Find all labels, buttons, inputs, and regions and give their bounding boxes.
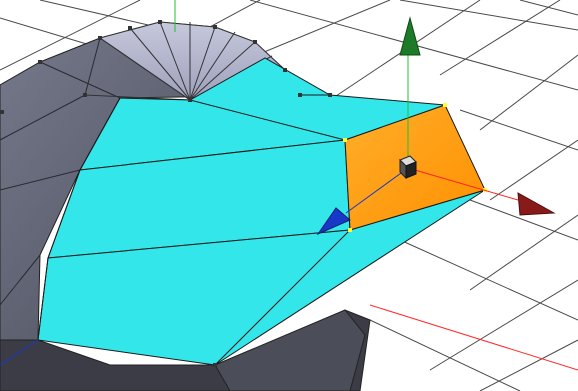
gizmo-x-axis-line[interactable] — [407, 167, 519, 201]
arrow-green-icon[interactable] — [399, 16, 421, 56]
ground-x-axis-line — [369, 304, 578, 371]
extruded-faces[interactable] — [37, 57, 486, 366]
arrow-blue-icon[interactable] — [316, 207, 351, 236]
arrow-red-icon[interactable] — [517, 192, 556, 216]
cube-handle-icon[interactable] — [399, 155, 417, 180]
move-gizmo[interactable] — [316, 16, 556, 236]
world-z-axis-line — [0, 339, 39, 366]
mesh-vertices[interactable] — [0, 20, 332, 367]
sphere-mesh[interactable] — [0, 21, 371, 391]
gizmo-z-axis-line[interactable] — [345, 167, 409, 214]
